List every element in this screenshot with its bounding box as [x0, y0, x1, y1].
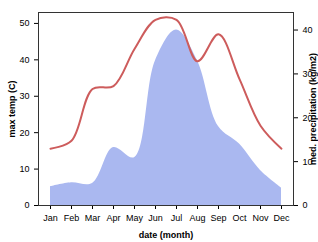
svg-text:10: 10: [19, 164, 29, 174]
svg-text:May: May: [126, 213, 144, 223]
svg-text:Nov: Nov: [252, 213, 269, 223]
svg-text:Sep: Sep: [210, 213, 226, 223]
svg-text:Mar: Mar: [85, 213, 101, 223]
svg-text:Jan: Jan: [43, 213, 58, 223]
svg-text:max temp (C): max temp (C): [7, 80, 17, 137]
svg-text:40: 40: [19, 55, 29, 65]
svg-text:Apr: Apr: [106, 213, 120, 223]
svg-text:50: 50: [19, 18, 29, 28]
svg-text:Dec: Dec: [273, 213, 290, 223]
svg-text:30: 30: [19, 91, 29, 101]
svg-text:0: 0: [24, 200, 29, 210]
svg-text:Aug: Aug: [189, 213, 205, 223]
svg-text:Feb: Feb: [64, 213, 80, 223]
svg-text:40: 40: [303, 25, 313, 35]
svg-text:Jun: Jun: [148, 213, 163, 223]
svg-text:Oct: Oct: [232, 213, 247, 223]
svg-text:med. precipitation (kg/m2): med. precipitation (kg/m2): [308, 53, 318, 165]
svg-text:0: 0: [303, 200, 308, 210]
svg-text:Jul: Jul: [171, 213, 183, 223]
svg-text:date (month): date (month): [139, 230, 194, 240]
svg-text:20: 20: [19, 128, 29, 138]
